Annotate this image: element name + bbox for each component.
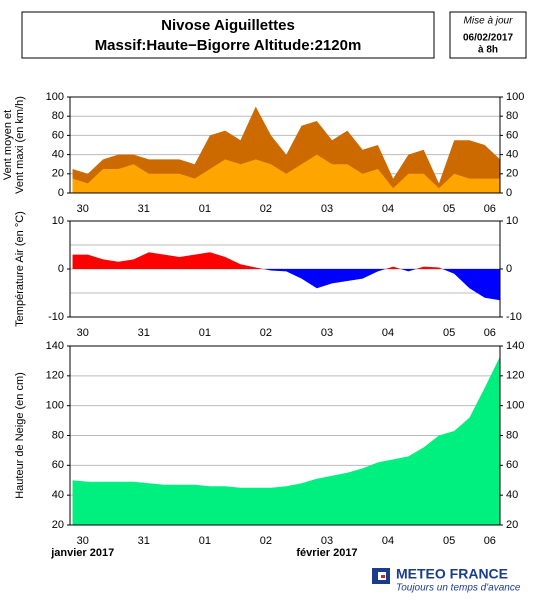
logo: [372, 568, 390, 584]
y-tick-label: 40: [52, 489, 64, 501]
area: [72, 154, 501, 193]
x-tick-label: 30: [77, 535, 89, 547]
x-tick-label: 04: [382, 327, 394, 339]
y-tick-label: 0: [58, 187, 64, 199]
chart-title: Nivose Aiguillettes: [161, 17, 295, 34]
chart-subtitle: Massif:Haute−Bigorre Altitude:2120m: [95, 37, 362, 54]
brand: METEO FRANCE: [396, 566, 508, 582]
y2-tick-label: 60: [506, 129, 518, 141]
x-tick-label: 04: [382, 203, 394, 215]
x-tick-label: 31: [138, 327, 150, 339]
x-tick-label: 31: [138, 535, 150, 547]
y2-tick-label: 20: [506, 168, 518, 180]
update-time: à 8h: [478, 45, 498, 56]
x-tick-label: 03: [321, 203, 333, 215]
y2-tick-label: 80: [506, 110, 518, 122]
x-tick-label: 05: [443, 203, 455, 215]
x-tick-label: 30: [77, 327, 89, 339]
y-tick-label: 100: [46, 400, 64, 412]
y2-tick-label: 100: [506, 400, 524, 412]
y2-tick-label: 80: [506, 429, 518, 441]
y-tick-label: 140: [46, 340, 64, 352]
y-tick-label: 100: [46, 91, 64, 103]
x-tick-label: 06: [484, 327, 496, 339]
y2-tick-label: 10: [506, 215, 518, 227]
y-tick-label: 60: [52, 129, 64, 141]
y2-tick-label: 40: [506, 149, 518, 161]
y2-tick-label: 0: [506, 187, 512, 199]
x-tick-label: 31: [138, 203, 150, 215]
y2-tick-label: 0: [506, 263, 512, 275]
x-tick-label: 06: [484, 535, 496, 547]
y2-tick-label: -10: [506, 311, 522, 323]
y-tick-label: -10: [48, 311, 64, 323]
x-tick-label: 03: [321, 535, 333, 547]
y-tick-label: 40: [52, 149, 64, 161]
y-tick-label: 80: [52, 429, 64, 441]
x-tick-label: 01: [199, 327, 211, 339]
area: [72, 106, 501, 193]
y-tick-label: 60: [52, 459, 64, 471]
y-tick-label: 0: [58, 263, 64, 275]
x-tick-label: 01: [199, 203, 211, 215]
x-tick-label: 30: [77, 203, 89, 215]
title-box: [21, 11, 435, 59]
area-below: [72, 269, 500, 301]
x-tick-label: 05: [443, 327, 455, 339]
x-tick-label: 02: [260, 535, 272, 547]
y-axis-label: Vent maxi (en km/h): [14, 96, 26, 194]
x-tick-label: 04: [382, 535, 394, 547]
y2-tick-label: 60: [506, 459, 518, 471]
y2-tick-label: 40: [506, 489, 518, 501]
x-tick-label: 06: [484, 203, 496, 215]
x-tick-label: 02: [260, 327, 272, 339]
y2-tick-label: 20: [506, 519, 518, 531]
y2-tick-label: 100: [506, 91, 524, 103]
x-tick-label: 05: [443, 535, 455, 547]
y-tick-label: 20: [52, 519, 64, 531]
x-tick-label: 01: [199, 535, 211, 547]
y-tick-label: 10: [52, 215, 64, 227]
month-label: janvier 2017: [50, 547, 114, 559]
area-above: [72, 252, 500, 269]
update-label: Mise à jour: [464, 16, 514, 27]
y-tick-label: 20: [52, 168, 64, 180]
plot-frame: [69, 96, 501, 194]
y-axis-label: Vent moyen et: [2, 110, 14, 180]
y2-tick-label: 120: [506, 370, 524, 382]
y-tick-label: 80: [52, 110, 64, 122]
x-tick-label: 03: [321, 327, 333, 339]
update-box: [449, 11, 527, 59]
x-tick-label: 02: [260, 203, 272, 215]
slogan: Toujours un temps d'avance: [396, 583, 521, 594]
y-tick-label: 120: [46, 370, 64, 382]
y-axis-label: Hauteur de Neige (en cm): [14, 372, 26, 499]
month-label: février 2017: [296, 547, 357, 559]
update-date: 06/02/2017: [463, 33, 513, 44]
y-axis-label: Température Air (en °C): [14, 211, 26, 327]
area: [72, 356, 501, 525]
y2-tick-label: 140: [506, 340, 524, 352]
